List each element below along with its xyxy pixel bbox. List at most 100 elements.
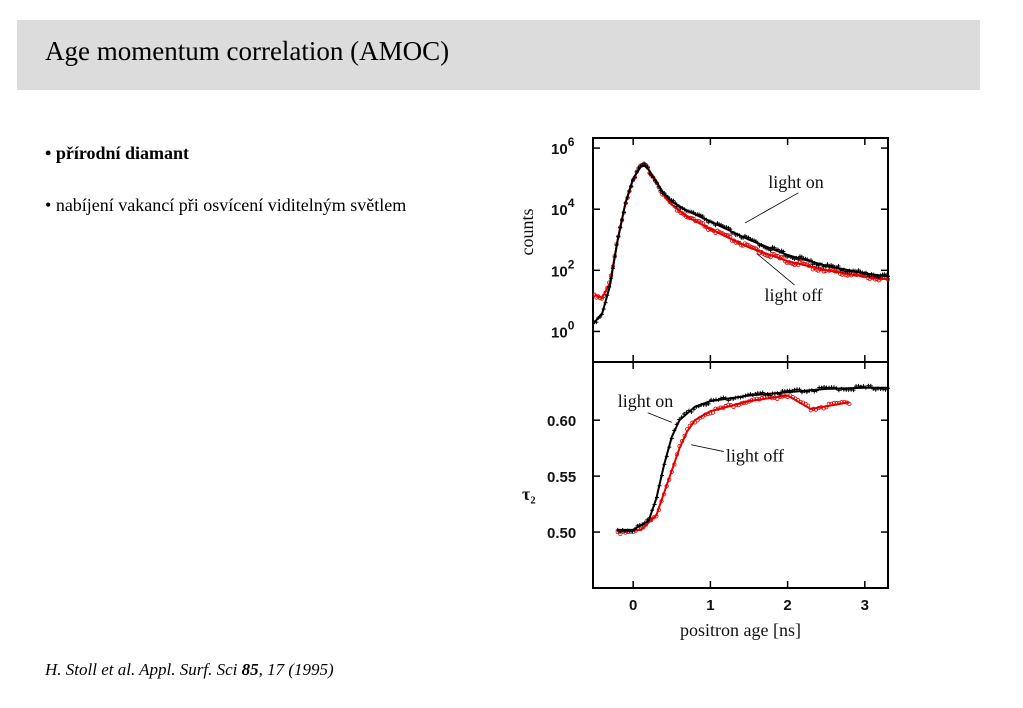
data-point-plus [616,234,621,239]
data-point-plus [653,178,658,183]
data-point-circle [774,253,779,259]
data-point-plus [834,386,839,391]
data-point-plus [768,393,773,398]
data-point-plus [737,233,742,238]
data-point-plus [603,300,608,305]
data-point-plus [836,388,841,393]
data-point-plus [863,270,868,275]
data-point-plus [620,218,625,223]
data-point-circle [716,406,721,411]
data-point-circle [836,400,842,406]
tick-exponent: 6 [568,135,575,149]
data-point-circle [832,269,837,274]
data-point-plus [652,502,657,507]
data-point-plus [640,522,645,527]
data-point-circle [847,401,852,407]
data-point-plus [731,396,736,401]
data-point-circle [641,525,646,530]
data-point-plus [649,173,654,178]
slide-title: Age momentum correlation (AMOC) [45,36,450,66]
data-point-circle [710,410,716,415]
bullet-text: nabíjení vakancí při osvícení viditelným… [55,195,407,215]
data-point-circle [659,499,664,504]
data-point-plus [765,392,770,397]
data-point-circle [803,262,808,267]
data-point-circle [724,232,729,238]
data-point-plus [674,422,679,427]
data-point-circle [695,218,700,224]
data-point-circle [796,262,801,268]
data-point-plus [700,214,705,219]
bullet-marker: • [45,143,52,163]
data-point-plus [636,166,641,171]
data-point-circle [759,396,764,401]
data-point-plus [711,221,716,226]
data-point-circle [674,452,680,457]
data-point-circle [806,403,811,408]
data-point-circle [592,292,597,297]
y-tick-label: 100 [551,318,575,341]
data-point-plus [689,209,694,214]
data-point-plus [632,175,637,180]
data-point-circle [654,514,659,519]
data-point-circle [764,394,770,400]
data-point-circle [726,402,731,407]
y-tick-label: 106 [551,135,575,158]
data-point-plus [852,268,857,273]
data-point-plus [601,306,606,311]
data-point-circle [735,240,740,245]
data-point-plus [618,529,623,534]
x-tick-label: 3 [861,597,869,614]
series-line [594,164,889,300]
x-tick-label: 1 [706,597,714,614]
bullet-1: • přírodní diamant [45,141,465,165]
data-point-circle [730,238,735,243]
data-point-plus [609,276,614,281]
data-point-circle [811,406,816,411]
data-point-circle [703,412,708,417]
annotation-leader [690,444,724,452]
data-point-plus [755,241,760,246]
data-point-circle [824,405,829,410]
data-point-circle [687,423,692,428]
data-point-plus [721,395,726,400]
data-point-plus [839,386,844,391]
tick-base: 10 [551,263,568,280]
data-point-circle [700,414,705,419]
data-point-plus [881,387,886,392]
data-point-circle [698,220,704,225]
data-point-plus [684,208,689,213]
data-point-plus [741,394,746,399]
data-point-plus [861,384,866,389]
data-point-circle [741,400,746,405]
data-point-plus [758,391,763,396]
data-point-plus [808,258,813,263]
data-point-circle [746,399,752,404]
y-axis-label-bottom: τ₂ [522,484,536,504]
data-point-plus [735,232,740,237]
data-point-circle [798,399,803,405]
data-point-circle [718,405,723,410]
series-bottom-light-on [615,383,890,534]
data-point-circle [831,400,837,406]
data-point-plus [704,217,709,222]
data-point-plus [696,404,701,409]
x-tick-label: 0 [629,597,637,614]
data-point-circle [816,405,821,411]
data-point-plus [731,230,736,235]
data-point-circle [690,420,695,425]
data-point-plus [691,210,696,215]
data-point-circle [750,245,755,250]
data-point-plus [718,396,723,401]
data-point-plus [763,245,768,250]
data-point-circle [770,251,775,256]
annotation-label: light off [726,446,784,466]
data-point-plus [807,258,812,263]
y-tick-label: 0.55 [547,469,576,486]
data-point-circle [744,242,749,247]
data-point-circle [842,399,847,405]
data-point-plus [669,198,674,203]
data-point-plus [615,527,620,532]
data-point-plus [723,396,728,401]
data-point-plus [657,483,662,488]
